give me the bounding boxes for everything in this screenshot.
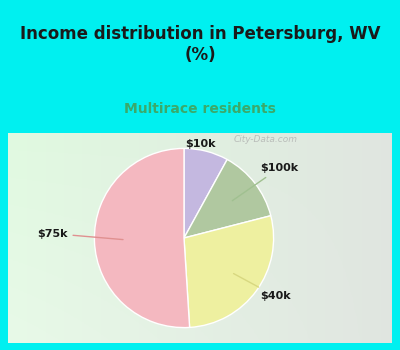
Text: $75k: $75k	[37, 229, 123, 240]
Text: Income distribution in Petersburg, WV
(%): Income distribution in Petersburg, WV (%…	[20, 25, 380, 64]
Wedge shape	[184, 160, 271, 238]
Wedge shape	[184, 216, 274, 327]
Text: City-Data.com: City-Data.com	[233, 135, 297, 144]
Text: $100k: $100k	[232, 163, 298, 201]
Wedge shape	[184, 148, 227, 238]
Text: Multirace residents: Multirace residents	[124, 102, 276, 116]
Wedge shape	[94, 148, 190, 328]
Text: $40k: $40k	[234, 274, 291, 301]
Text: $10k: $10k	[185, 139, 215, 179]
